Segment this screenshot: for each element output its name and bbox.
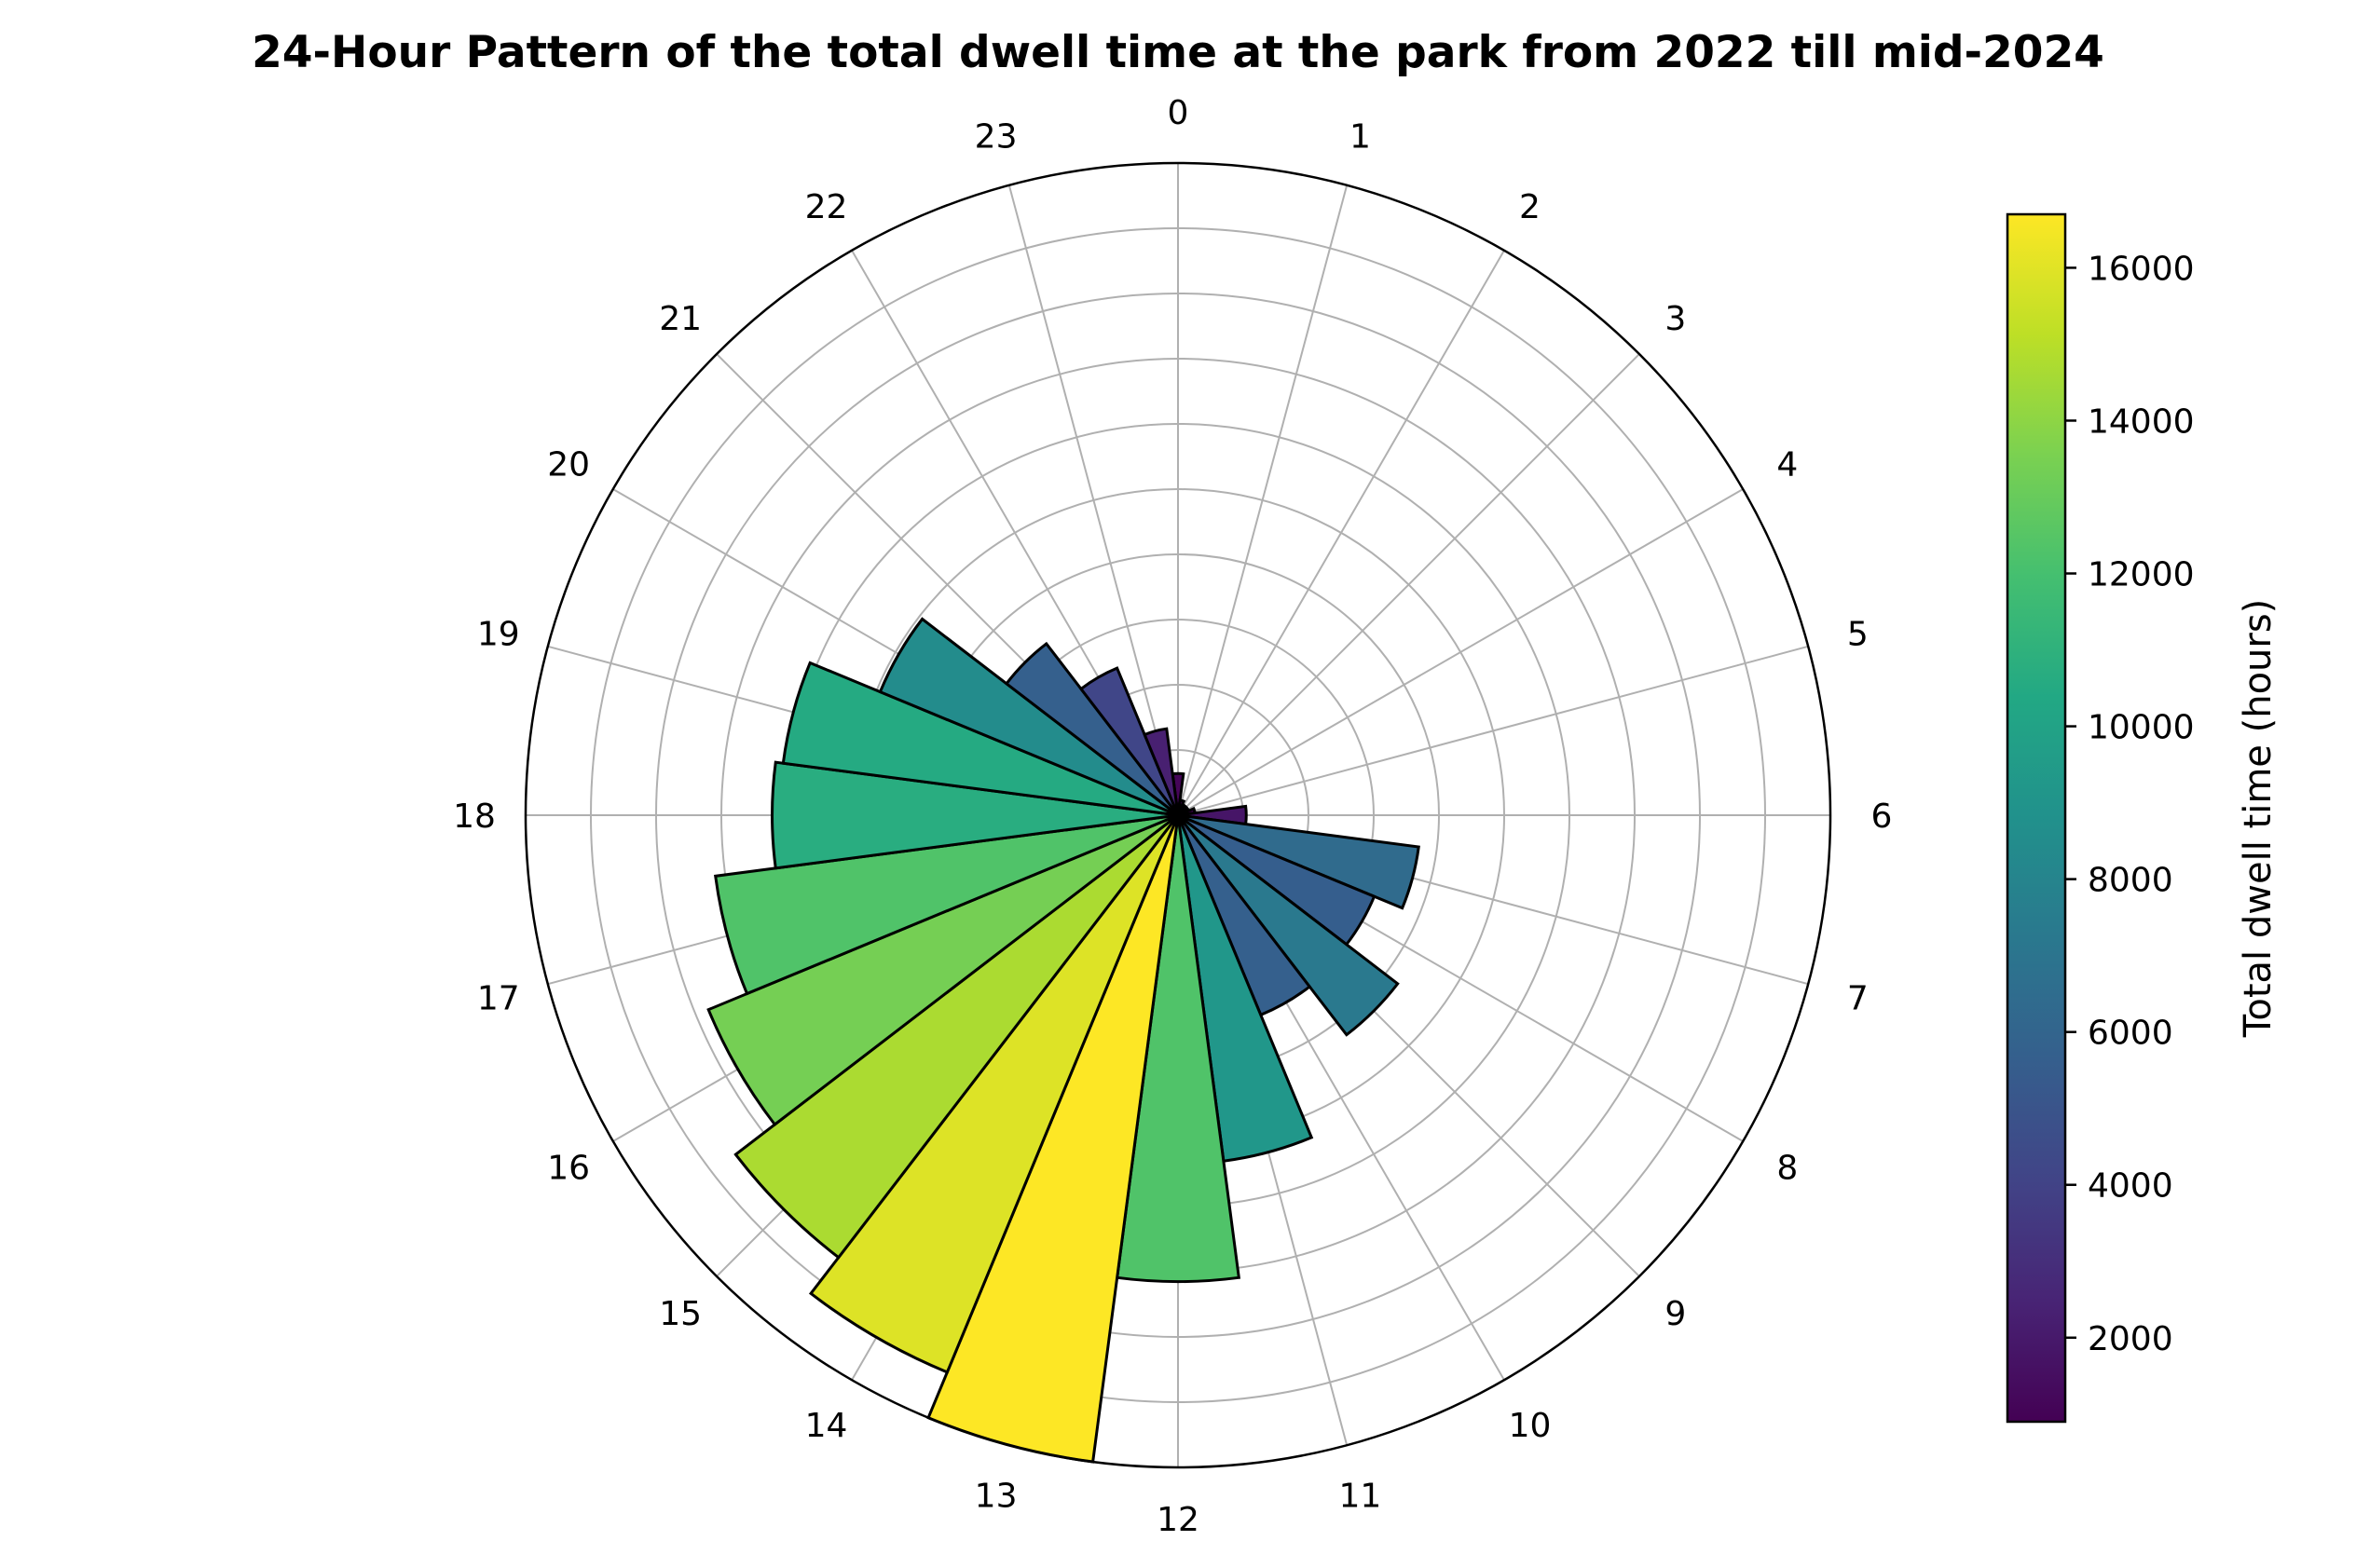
angle-tick-label: 23 [975, 118, 1018, 157]
colorbar-tick-label: 12000 [2088, 556, 2195, 594]
angle-tick-label: 2 [1519, 188, 1541, 226]
colorbar-tick-label: 4000 [2088, 1167, 2173, 1206]
bar-hour-9 [1176, 813, 1400, 1037]
grid-spoke [1177, 645, 1809, 816]
angle-tick-label: 16 [547, 1150, 590, 1188]
bar-hour-21 [1004, 641, 1180, 817]
angle-tick-label: 14 [805, 1407, 848, 1445]
bars-group [706, 617, 1420, 1464]
angle-tick-label: 13 [975, 1477, 1018, 1515]
colorbar-tick-label: 8000 [2088, 862, 2173, 900]
angle-tick-label: 11 [1339, 1477, 1382, 1515]
colorbar-tick-label: 14000 [2088, 402, 2195, 441]
grid-spoke [1177, 184, 1349, 816]
angle-tick-label: 5 [1847, 616, 1869, 654]
bar-hour-18 [771, 760, 1179, 870]
angle-tick-label: 10 [1509, 1407, 1552, 1445]
colorbar-gradient [2006, 212, 2067, 1424]
bar-hour-19 [781, 661, 1179, 817]
colorbar: 2000 4000 6000 8000 10000 12000 14000 16000 Tot… [2006, 212, 2280, 1424]
bar-hour-17 [714, 813, 1179, 996]
bar-hour-20 [878, 617, 1179, 817]
colorbar-ticks: 2000 4000 6000 8000 10000 12000 14000 16000 [2065, 250, 2195, 1358]
chart-title: 24-Hour Pattern of the total dwell time … [252, 27, 2104, 78]
angle-tick-label: 7 [1847, 979, 1869, 1017]
angle-tick-label: 12 [1157, 1501, 1199, 1539]
angle-tick-label: 15 [659, 1295, 702, 1333]
grid-spoke [1177, 353, 1640, 816]
angle-tick-label: 21 [659, 300, 702, 338]
angle-tick-label: 9 [1664, 1295, 1686, 1333]
colorbar-tick-label: 10000 [2088, 709, 2195, 747]
colorbar-tick-label: 2000 [2088, 1320, 2173, 1358]
colorbar-tick-label: 6000 [2088, 1015, 2173, 1053]
bar-hour-7 [1177, 813, 1420, 910]
colorbar-label: Total dwell time (hours) [2237, 599, 2280, 1039]
bar-hour-16 [706, 813, 1179, 1127]
bar-hour-23 [1143, 727, 1180, 816]
bar-hour-14 [808, 814, 1180, 1374]
angle-tick-label: 18 [453, 798, 496, 836]
angle-tick-label: 0 [1168, 94, 1189, 132]
grid-spoke [1177, 488, 1744, 816]
grid-spoke [1007, 184, 1179, 816]
bar-hour-15 [733, 813, 1180, 1260]
grid-spoke [1177, 250, 1505, 816]
polar-frame [524, 161, 1832, 1469]
colorbar-tick-label: 16000 [2088, 250, 2195, 288]
angle-tick-label: 22 [805, 188, 848, 226]
angle-tick-label: 4 [1776, 446, 1798, 484]
angle-tick-label: 20 [547, 446, 590, 484]
angle-tick-label: 19 [477, 616, 520, 654]
angle-tick-label: 3 [1664, 300, 1686, 338]
angle-tick-label: 6 [1871, 798, 1893, 836]
angle-tick-label: 17 [477, 979, 520, 1017]
angle-tick-label: 8 [1776, 1150, 1798, 1188]
bar-hour-22 [1078, 666, 1180, 816]
angle-tick-label: 1 [1349, 118, 1371, 157]
